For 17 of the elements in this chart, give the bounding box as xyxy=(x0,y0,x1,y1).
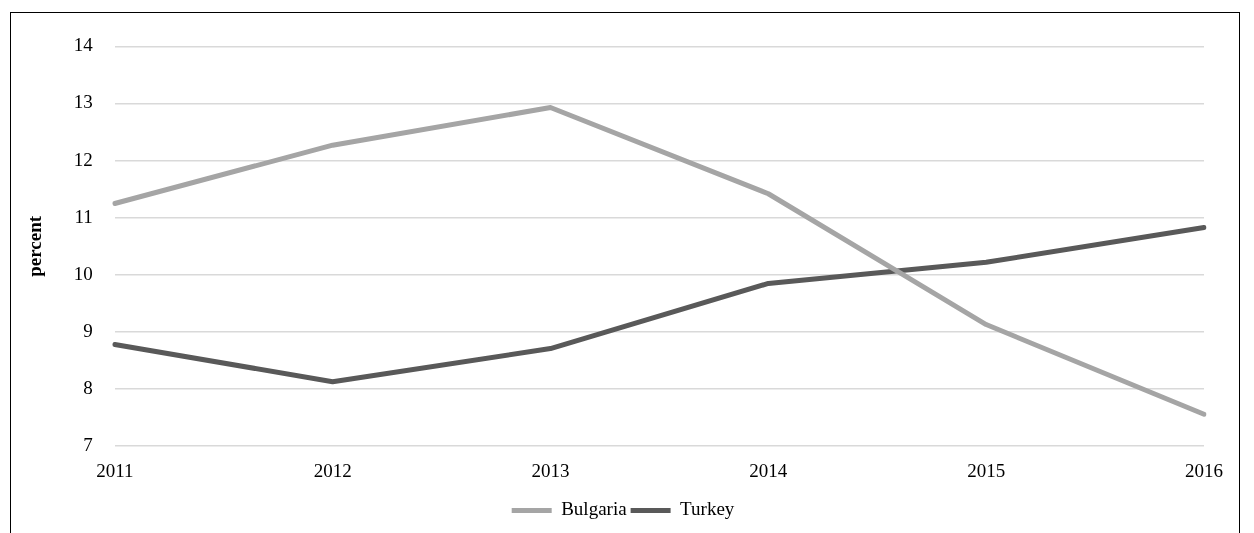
y-axis-title: percent xyxy=(24,215,46,277)
x-tick-label: 2013 xyxy=(531,459,570,481)
x-tick-label: 2012 xyxy=(313,459,352,481)
y-tick-label: 10 xyxy=(73,262,93,284)
y-tick-label: 11 xyxy=(74,205,93,227)
x-tick-label: 2015 xyxy=(967,459,1006,481)
y-tick-label: 9 xyxy=(83,319,93,341)
x-tick-label: 2011 xyxy=(96,459,134,481)
legend-label: Bulgaria xyxy=(561,498,628,520)
legend-label: Turkey xyxy=(680,498,735,520)
y-tick-label: 7 xyxy=(83,434,93,456)
y-tick-label: 13 xyxy=(73,91,93,113)
x-tick-label: 2016 xyxy=(1185,459,1223,481)
y-tick-label: 14 xyxy=(73,34,94,56)
x-tick-label: 2014 xyxy=(749,459,788,481)
y-tick-label: 8 xyxy=(83,377,93,399)
y-tick-label: 12 xyxy=(73,148,93,170)
